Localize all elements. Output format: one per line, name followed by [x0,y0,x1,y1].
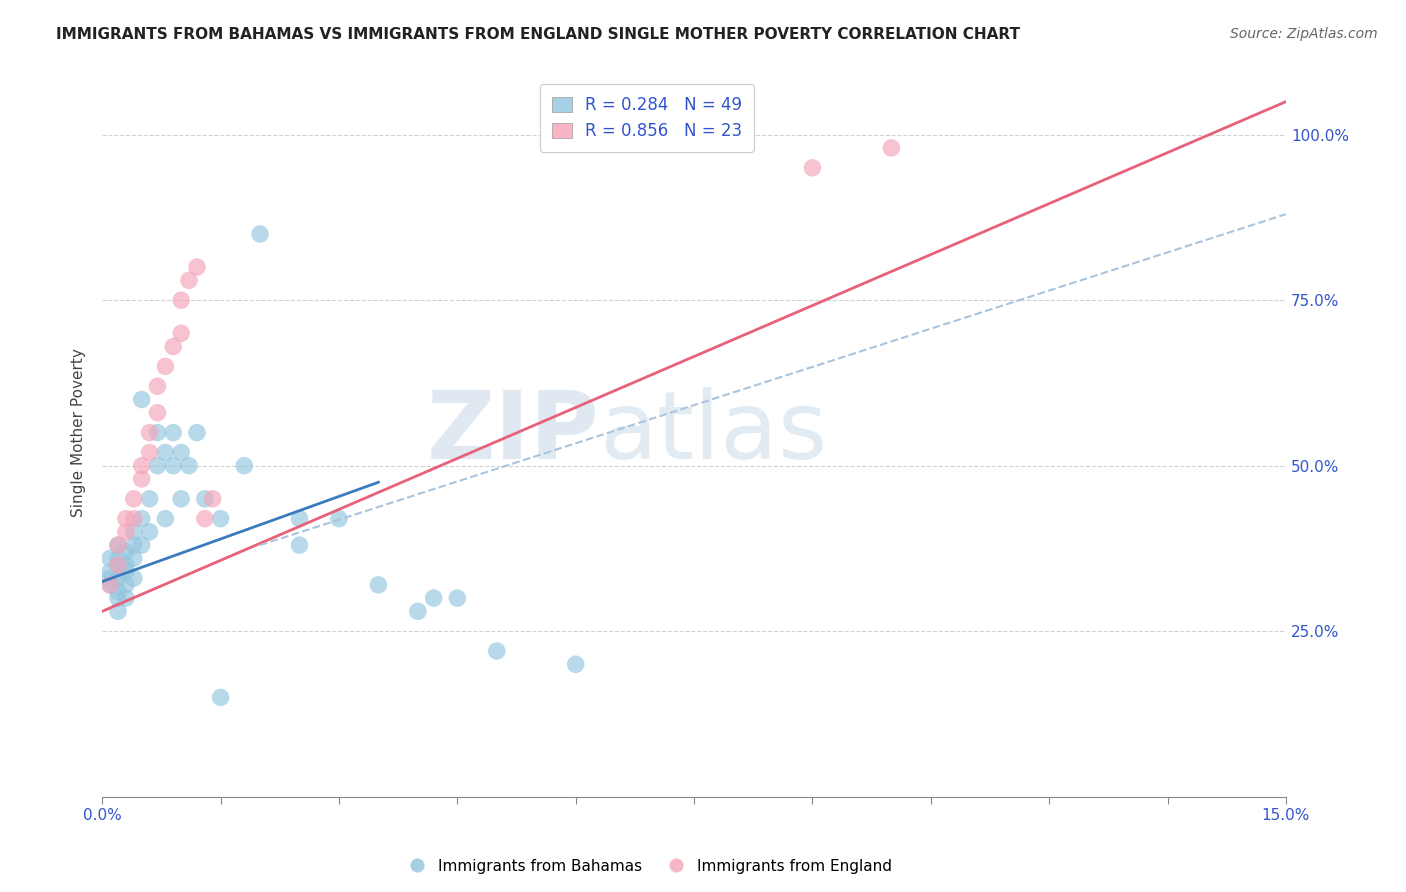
Point [107,558,129,572]
Point [138,524,160,539]
Point [115,511,138,525]
Point [138,425,160,440]
Point [115,565,138,579]
Legend: Immigrants from Bahamas, Immigrants from England: Immigrants from Bahamas, Immigrants from… [395,853,898,880]
Point [186,260,208,274]
Point [194,511,217,525]
Point [115,591,138,606]
Point [122,511,145,525]
Point [155,359,177,374]
Point [98,565,121,579]
Point [107,551,129,566]
Point [115,524,138,539]
Text: atlas: atlas [599,386,828,479]
Point [122,551,145,566]
Point [209,511,232,525]
Point [186,425,208,440]
Point [249,227,271,241]
Point [880,141,903,155]
Point [485,644,508,658]
Point [233,458,256,473]
Point [122,538,145,552]
Point [138,491,160,506]
Point [131,472,153,486]
Point [98,578,121,592]
Point [170,326,193,341]
Point [122,491,145,506]
Point [146,425,169,440]
Point [107,538,129,552]
Point [162,458,184,473]
Point [131,392,153,407]
Point [115,558,138,572]
Point [131,511,153,525]
Point [107,591,129,606]
Point [170,293,193,308]
Text: ZIP: ZIP [426,386,599,479]
Point [177,458,200,473]
Point [564,657,586,672]
Point [98,551,121,566]
Point [194,491,217,506]
Point [131,538,153,552]
Point [328,511,350,525]
Point [131,458,153,473]
Point [201,491,224,506]
Point [146,379,169,393]
Point [122,524,145,539]
Point [146,406,169,420]
Point [138,445,160,459]
Point [146,458,169,473]
Point [107,604,129,618]
Point [107,571,129,585]
Point [162,425,184,440]
Point [107,558,129,572]
Point [288,538,311,552]
Point [115,545,138,559]
Point [155,445,177,459]
Point [107,538,129,552]
Point [367,578,389,592]
Point [446,591,468,606]
Point [170,445,193,459]
Point [98,578,121,592]
Point [406,604,429,618]
Legend: R = 0.284   N = 49, R = 0.856   N = 23: R = 0.284 N = 49, R = 0.856 N = 23 [540,84,754,152]
Point [107,584,129,599]
Point [177,273,200,287]
Point [209,690,232,705]
Point [162,340,184,354]
Point [801,161,824,175]
Point [155,511,177,525]
Text: IMMIGRANTS FROM BAHAMAS VS IMMIGRANTS FROM ENGLAND SINGLE MOTHER POVERTY CORRELA: IMMIGRANTS FROM BAHAMAS VS IMMIGRANTS FR… [56,27,1021,42]
Text: Source: ZipAtlas.com: Source: ZipAtlas.com [1230,27,1378,41]
Point [288,511,311,525]
Point [98,571,121,585]
Point [122,571,145,585]
Point [170,491,193,506]
Point [115,578,138,592]
Point [422,591,444,606]
Y-axis label: Single Mother Poverty: Single Mother Poverty [72,348,86,517]
